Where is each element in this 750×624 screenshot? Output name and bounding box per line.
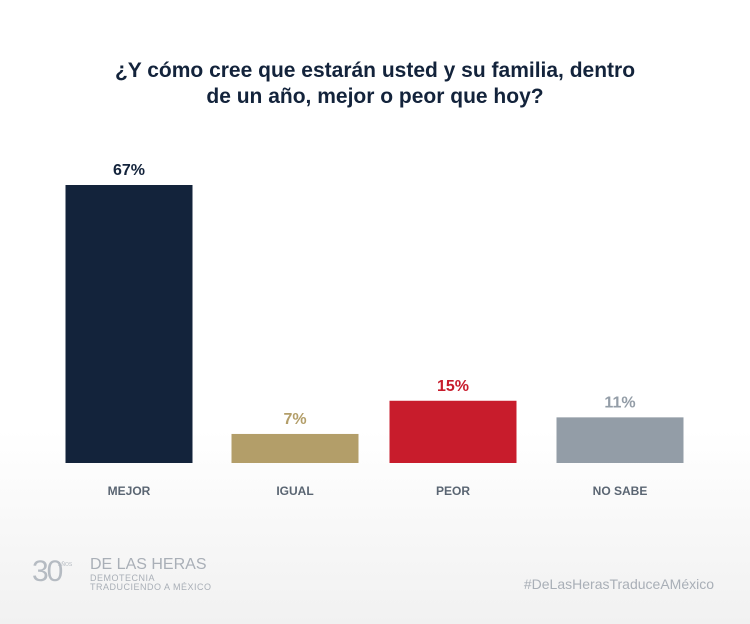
logo-subtitle-2: TRADUCIENDO A MÉXICO xyxy=(90,582,212,592)
brand-logo: 30 AÑOS DE LAS HERAS DEMOTECNIA TRADUCIE… xyxy=(32,556,232,596)
hashtag: #DeLasHerasTraduceAMéxico xyxy=(523,576,714,592)
category-label-mejor: MEJOR xyxy=(108,484,151,498)
logo-anniversary-number: 30 xyxy=(32,555,63,588)
logo-subtitle-1: DEMOTECNIA xyxy=(90,573,156,583)
bar-igual xyxy=(231,433,359,463)
value-label-no-sabe: 11% xyxy=(604,394,635,411)
bar-no-sabe xyxy=(556,417,684,463)
category-label-igual: IGUAL xyxy=(276,484,313,498)
value-label-mejor: 67% xyxy=(113,162,145,179)
logo-years-label: AÑOS xyxy=(58,562,73,568)
category-label-peor: PEOR xyxy=(436,484,470,498)
bar-mejor xyxy=(65,185,193,463)
chart-title-line-1: ¿Y cómo cree que estarán usted y su fami… xyxy=(114,59,636,82)
chart-title-line-2: de un año, mejor o peor que hoy? xyxy=(206,85,544,108)
bar-chart: 67% MEJOR 7% IGUAL 15% PEOR 11% NO SABE xyxy=(65,162,684,498)
bar-peor xyxy=(389,400,517,463)
logo-company-name: DE LAS HERAS xyxy=(90,556,207,573)
value-label-igual: 7% xyxy=(283,411,306,428)
value-label-peor: 15% xyxy=(437,378,469,395)
chart-title: ¿Y cómo cree que estarán usted y su fami… xyxy=(0,58,750,110)
category-label-no-sabe: NO SABE xyxy=(593,484,648,498)
